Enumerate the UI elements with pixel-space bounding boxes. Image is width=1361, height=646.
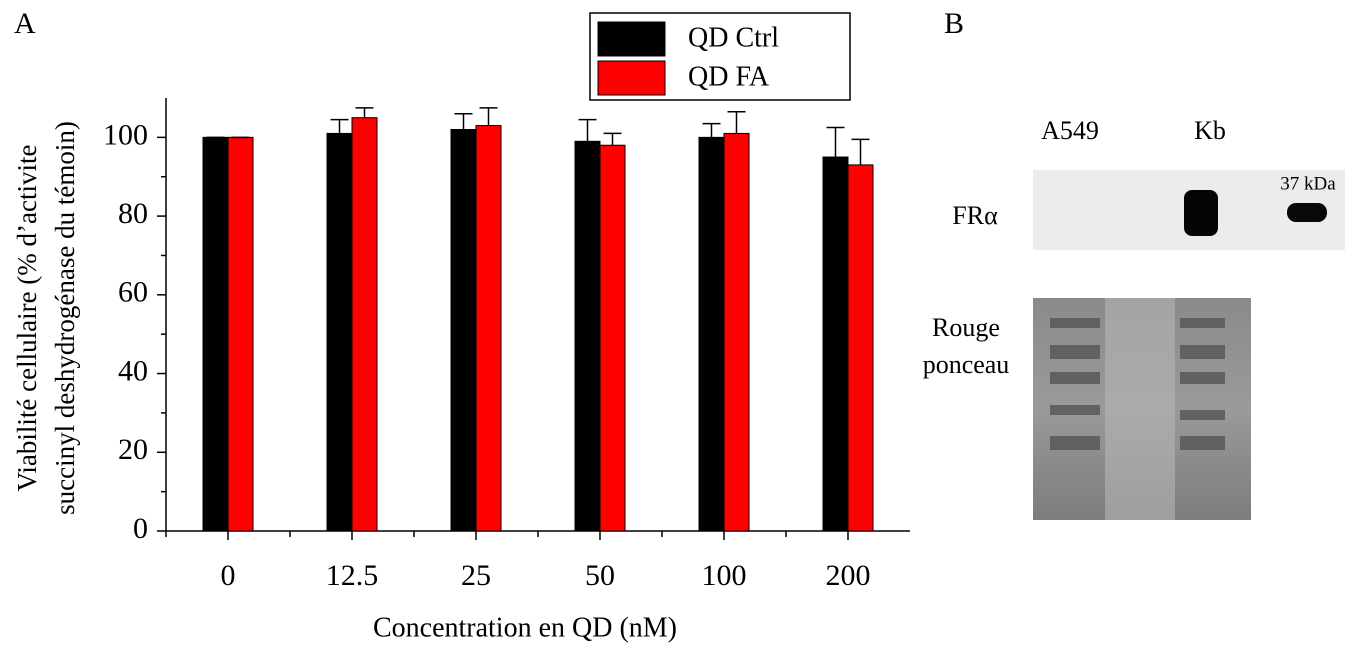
bar (351, 117, 378, 532)
legend: QD Ctrl QD FA (589, 12, 851, 101)
x-tick-label: 0 (221, 559, 236, 592)
error-bar (355, 107, 374, 118)
y-tick-label: 0 (133, 512, 148, 545)
x-tick-label: 200 (826, 559, 871, 592)
x-axis-label: Concentration en QD (nM) (373, 612, 677, 643)
bar (822, 156, 849, 532)
legend-swatch (597, 21, 666, 57)
ponceau-gap (1105, 298, 1175, 520)
bar (723, 132, 750, 532)
bar (326, 132, 353, 532)
error-bar (330, 118, 349, 134)
blot: A549 Kb 37 kDa FRα Rouge ponceau (923, 116, 1345, 520)
error-bar (851, 138, 870, 165)
bar (698, 136, 725, 532)
legend-swatch (597, 60, 666, 96)
bar (202, 136, 229, 532)
panel-label: A (14, 7, 36, 40)
y-axis-label: succinyl deshydrogénase du témoin) (50, 121, 80, 515)
error-bar (603, 132, 622, 146)
y-tick-label: 100 (103, 118, 148, 151)
bar (847, 164, 874, 532)
ponceau-bands (1050, 318, 1225, 450)
x-tick-label: 50 (585, 559, 615, 592)
error-bar (702, 122, 721, 138)
bar (475, 125, 502, 532)
error-bar (826, 126, 845, 158)
legend-label: QD FA (688, 61, 770, 92)
y-tick-label: 40 (118, 354, 148, 387)
lane-label: A549 (1041, 116, 1099, 145)
y-tick-label: 20 (118, 433, 148, 466)
error-bar (578, 118, 597, 142)
y-tick-label: 80 (118, 197, 148, 230)
legend-label: QD Ctrl (688, 22, 779, 53)
blot-band (1184, 190, 1218, 236)
marker-band (1287, 203, 1327, 222)
error-bar (454, 112, 473, 130)
panel-label: B (944, 7, 964, 40)
error-bar (727, 111, 746, 134)
bar (599, 144, 626, 532)
error-bar (479, 107, 498, 126)
lane-label: Kb (1194, 116, 1226, 145)
bar (574, 140, 601, 532)
marker-label: 37 kDa (1280, 173, 1336, 194)
bar-chart: 0 20 40 60 80 100 0 12.5 25 50 100 200 Concentration… (12, 12, 910, 643)
row-label: ponceau (923, 350, 1010, 379)
row-label: FRα (952, 201, 998, 230)
bar (450, 128, 477, 532)
y-axis-label: Viabilité cellulaire (% d’activite (12, 145, 42, 492)
bar (227, 136, 254, 532)
x-tick-label: 100 (702, 559, 747, 592)
x-tick-label: 25 (461, 559, 491, 592)
row-label: Rouge (932, 313, 1000, 342)
x-tick-label: 12.5 (326, 559, 379, 592)
y-tick-label: 60 (118, 276, 148, 309)
